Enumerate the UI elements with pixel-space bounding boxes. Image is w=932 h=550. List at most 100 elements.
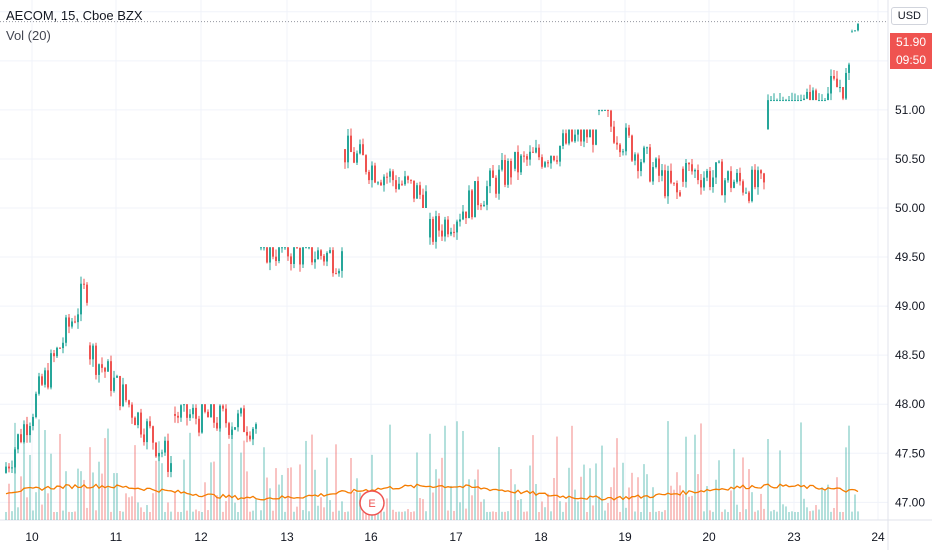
candle-body: [724, 180, 726, 196]
volume-bar: [568, 467, 570, 520]
candle-body: [125, 384, 127, 401]
volume-bar: [523, 511, 525, 520]
candle-body: [477, 181, 479, 206]
candle-body: [419, 185, 421, 195]
volume-bar: [776, 511, 778, 520]
candle-body: [164, 440, 166, 453]
candle-body: [219, 405, 221, 429]
candle-body: [404, 176, 406, 185]
candle-body: [8, 466, 10, 469]
x-tick-label: 12: [194, 530, 208, 544]
volume-bar: [658, 510, 660, 520]
candle-body: [700, 180, 702, 188]
candle-body: [68, 317, 70, 327]
candle-body: [362, 144, 364, 156]
candle-body: [296, 247, 298, 249]
volume-bar: [643, 464, 645, 520]
candle-body: [727, 171, 729, 181]
candle-body: [204, 404, 206, 412]
volume-bar: [284, 511, 286, 520]
candle-body: [189, 414, 191, 418]
volume-bar: [670, 485, 672, 520]
volume-bar: [770, 511, 772, 520]
volume-bar: [83, 479, 85, 520]
candle-body: [407, 176, 409, 180]
x-tick-label: 19: [618, 530, 632, 544]
volume-bar: [180, 511, 182, 520]
candle-body: [137, 412, 139, 426]
volume-bar: [237, 511, 239, 520]
candle-body: [797, 100, 799, 102]
volume-bar: [544, 507, 546, 520]
candle-body: [89, 345, 91, 360]
volume-bar: [243, 440, 245, 520]
volume-bar: [195, 509, 197, 520]
volume-bar: [71, 511, 73, 520]
volume-bar: [74, 511, 76, 520]
volume-bar: [730, 490, 732, 520]
candle-body: [143, 434, 145, 443]
volume-bar: [559, 501, 561, 520]
volume-bar: [592, 505, 594, 520]
candle-body: [149, 421, 151, 427]
candle-body: [341, 251, 343, 271]
volume-bar: [652, 487, 654, 520]
volume-bar: [89, 447, 91, 520]
candle-body: [857, 23, 859, 31]
volume-bar: [791, 511, 793, 520]
candle-body: [541, 157, 543, 167]
candle-body: [836, 78, 838, 88]
candle-body: [685, 162, 687, 182]
volume-bar: [347, 511, 349, 520]
candle-body: [520, 155, 522, 173]
candle-body: [122, 384, 124, 406]
volume-bar: [128, 497, 130, 520]
candle-body: [565, 133, 567, 144]
candle-body: [425, 191, 427, 208]
volume-bar: [830, 511, 832, 520]
volume-bar: [189, 432, 191, 520]
volume-bar: [459, 502, 461, 520]
volume-bar: [320, 497, 322, 520]
candle-body: [416, 185, 418, 199]
volume-bar: [225, 501, 227, 520]
volume-bar: [845, 447, 847, 520]
volume-bar: [667, 421, 669, 520]
volume-bar: [344, 511, 346, 520]
candle-body: [640, 162, 642, 172]
candle-body: [263, 247, 265, 249]
volume-bar: [278, 484, 280, 520]
volume-bar: [422, 499, 424, 520]
candle-body: [616, 142, 618, 145]
symbol-legend[interactable]: AECOM, 15, Cboe BZX: [6, 8, 143, 23]
volume-bar: [192, 511, 194, 520]
volume-bar: [748, 469, 750, 520]
volume-legend[interactable]: Vol (20): [6, 28, 51, 43]
y-tick-label: 50.50: [895, 152, 925, 166]
candle-body: [504, 160, 506, 185]
volume-bar: [23, 440, 25, 520]
candle-body: [486, 186, 488, 205]
candle-body: [128, 400, 130, 405]
candle-body: [308, 247, 310, 249]
candle-body: [697, 169, 699, 181]
candle-body: [374, 165, 376, 183]
volume-bar: [410, 511, 412, 520]
candle-body: [839, 87, 841, 89]
candle-body: [32, 417, 34, 427]
candle-body: [71, 321, 73, 327]
volume-bar: [398, 511, 400, 520]
volume-bar: [450, 485, 452, 520]
candle-body: [830, 76, 832, 94]
y-tick-label: 48.00: [895, 397, 925, 411]
volume-bar: [50, 453, 52, 520]
volume-bar: [788, 511, 790, 520]
candle-body: [246, 431, 248, 436]
candle-body: [395, 180, 397, 190]
volume-bar: [392, 509, 394, 520]
candle-body: [422, 194, 424, 208]
volume-bar: [323, 507, 325, 520]
currency-button[interactable]: USD: [890, 7, 928, 25]
candle-body: [383, 176, 385, 186]
